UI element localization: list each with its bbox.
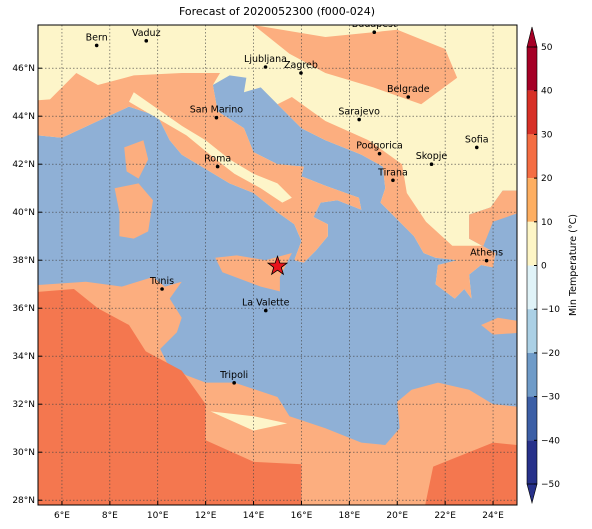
lat-tick-label: 44°N [12, 112, 35, 122]
lat-tick-label: 42°N [12, 160, 35, 170]
lat-tick-label: 30°N [12, 448, 35, 458]
colorbar-tick-label: −30 [541, 393, 560, 403]
land-cool [210, 411, 288, 431]
city-label: Bern [86, 32, 108, 43]
lon-tick-label: 10°E [147, 511, 169, 521]
city-marker [160, 287, 164, 291]
colorbar-tick-label: 0 [541, 262, 547, 272]
colorbar-tick-label: 30 [541, 130, 553, 140]
colorbar-band [527, 396, 537, 441]
city-label: Roma [204, 154, 231, 165]
colorbar-tick-label: −10 [541, 305, 560, 315]
map-frame [37, 24, 518, 506]
city-label: Ljubljana [244, 54, 287, 65]
city-marker [94, 43, 99, 48]
lon-tick-label: 22°E [434, 511, 456, 521]
lat-tick-label: 40°N [12, 208, 35, 218]
city-label: San Marino [190, 105, 243, 116]
colorbar-tick-label: 20 [541, 174, 553, 184]
colorbar-extend [526, 26, 538, 48]
city-marker [429, 162, 434, 166]
colorbar-band [527, 178, 537, 222]
city-marker [215, 164, 220, 169]
land-warm [425, 442, 517, 505]
lon-tick-label: 18°E [339, 511, 361, 521]
city-marker [214, 115, 219, 120]
lon-tick-label: 24°E [482, 511, 504, 521]
city-marker [357, 117, 361, 122]
colorbar-band [527, 221, 537, 266]
lat-tick-label: 32°N [12, 400, 35, 410]
colorbar-tick-label: 40 [541, 87, 553, 97]
land-corsica [124, 140, 149, 179]
colorbar-tick-label: −20 [541, 349, 560, 359]
colorbar-band [527, 309, 537, 353]
lat-tick-label: 28°N [12, 496, 35, 506]
city-label: Skopje [416, 151, 448, 162]
lon-tick-label: 12°E [195, 511, 217, 521]
city-marker [263, 308, 268, 313]
colorbar-band [527, 134, 537, 179]
lon-tick-label: 8°E [102, 511, 118, 521]
colorbar-tick-label: −50 [541, 480, 560, 490]
city-marker [232, 381, 236, 385]
city-label: Sarajevo [338, 107, 380, 118]
lon-tick-label: 20°E [386, 511, 408, 521]
colorbar-tick-label: 50 [541, 43, 553, 53]
lon-tick-label: 14°E [243, 511, 265, 521]
land-plain [253, 25, 458, 105]
city-marker [484, 258, 489, 263]
land-italy [38, 73, 362, 263]
colorbar-band [527, 440, 537, 484]
lat-tick-label: 38°N [12, 256, 35, 266]
city-label: Budapest [352, 19, 397, 30]
city-label: Vaduz [132, 28, 161, 39]
colorbar-band [527, 352, 537, 397]
lat-tick-label: 36°N [12, 304, 35, 314]
city-marker [263, 65, 268, 69]
city-label: Tripoli [219, 370, 248, 381]
colorbar-label: Min Temperature (°C) [568, 214, 579, 316]
colorbar-band [527, 90, 537, 135]
lon-tick-label: 6°E [54, 511, 70, 521]
city-label: La Valette [242, 298, 290, 309]
map-title: Forecast of 2020052300 (f000-024) [179, 5, 375, 18]
land-warm [38, 289, 302, 505]
colorbar-extend [526, 483, 538, 505]
land-sardinia [114, 183, 153, 239]
colorbar-tick-label: −40 [541, 436, 560, 446]
city-label: Tunis [149, 276, 174, 287]
colorbar-band [527, 47, 537, 91]
lat-tick-label: 46°N [12, 64, 35, 74]
city-marker [299, 71, 303, 75]
land-crete [481, 317, 517, 335]
city-label: Sofia [465, 134, 489, 145]
city-label: Podgorica [356, 141, 403, 152]
city-marker [144, 39, 149, 43]
city-marker [391, 178, 395, 183]
location-star [266, 254, 289, 276]
city-label: Athens [470, 248, 503, 259]
city-label: Belgrade [387, 84, 430, 95]
city-label: Zagreb [284, 60, 318, 71]
colorbar-band [527, 265, 537, 310]
colorbar-tick-label: 10 [541, 218, 553, 228]
land-apennines [129, 92, 292, 203]
city-marker [372, 30, 377, 34]
city-label: Tirana [377, 167, 408, 178]
city-marker [406, 95, 411, 99]
lon-tick-label: 16°E [291, 511, 313, 521]
city-marker [474, 145, 479, 150]
city-marker [377, 151, 382, 156]
lat-tick-label: 34°N [12, 352, 35, 362]
land-sicily [215, 253, 292, 292]
